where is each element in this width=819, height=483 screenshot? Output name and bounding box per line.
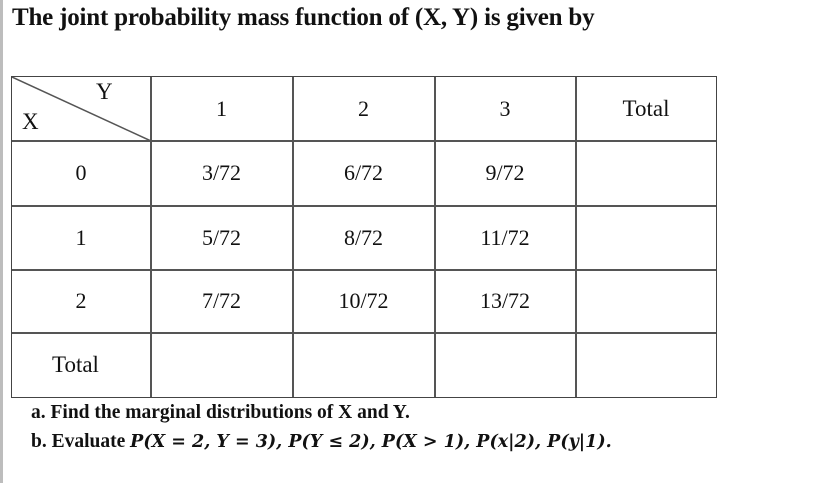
- table-hline: [12, 205, 716, 207]
- question-a: a. Find the marginal distributions of X …: [31, 398, 612, 427]
- table-cell: 7/72: [201, 288, 242, 313]
- question-b: b. Evaluate P(X = 2, Y = 3), P(Y ≤ 2), P…: [31, 427, 612, 457]
- table-cell: 13/72: [479, 288, 531, 313]
- table-cell: 5/72: [201, 224, 242, 250]
- table-vline: [292, 77, 294, 397]
- question-b-math: P(X = 2, Y = 3), P(Y ≤ 2), P(X > 1), P(x…: [130, 432, 612, 452]
- table-cell: 9/72: [485, 160, 525, 185]
- table-hline: [12, 332, 716, 334]
- table-hline: [12, 140, 716, 142]
- table-cell: [576, 206, 716, 269]
- table-cell: [435, 333, 575, 396]
- col-header: 2: [358, 95, 369, 121]
- row-header: 1: [75, 224, 87, 250]
- table-cell: [576, 270, 716, 332]
- row-header-total: Total: [52, 351, 99, 377]
- heading: The joint probability mass function of (…: [12, 4, 595, 31]
- table-cell: 8/72: [343, 224, 384, 250]
- table-hline: [12, 269, 716, 271]
- col-header: 3: [499, 95, 511, 121]
- row-header: 2: [75, 288, 87, 313]
- table-cell: 3/72: [201, 160, 242, 185]
- question-a-text: Find the marginal distributions of X and…: [50, 402, 410, 423]
- row-header: 0: [75, 160, 87, 185]
- questions: a. Find the marginal distributions of X …: [31, 398, 612, 457]
- table-vline: [434, 77, 436, 397]
- table-vline: [150, 77, 152, 397]
- table-cell: [576, 333, 716, 396]
- col-header: 1: [216, 95, 227, 121]
- table-cell: 10/72: [338, 288, 389, 313]
- joint-pmf-table: Y X 1 2 3 Total 0 3/72 6/72 9/72 1 5/72 …: [11, 76, 717, 398]
- left-edge-border: [0, 0, 3, 483]
- table-cell: [576, 141, 716, 205]
- question-b-label: b.: [31, 431, 47, 452]
- table-cell: 11/72: [480, 224, 530, 250]
- corner-diagonal: [12, 77, 151, 141]
- question-b-text: Evaluate: [51, 431, 126, 452]
- corner-col-label: Y: [96, 79, 113, 104]
- question-a-label: a.: [31, 402, 46, 423]
- table-cell: [151, 333, 292, 396]
- col-header: Total: [622, 95, 670, 121]
- table-cell: 6/72: [343, 160, 384, 185]
- table-vline: [575, 77, 577, 397]
- table-cell: [293, 333, 434, 396]
- corner-row-label: X: [22, 109, 39, 134]
